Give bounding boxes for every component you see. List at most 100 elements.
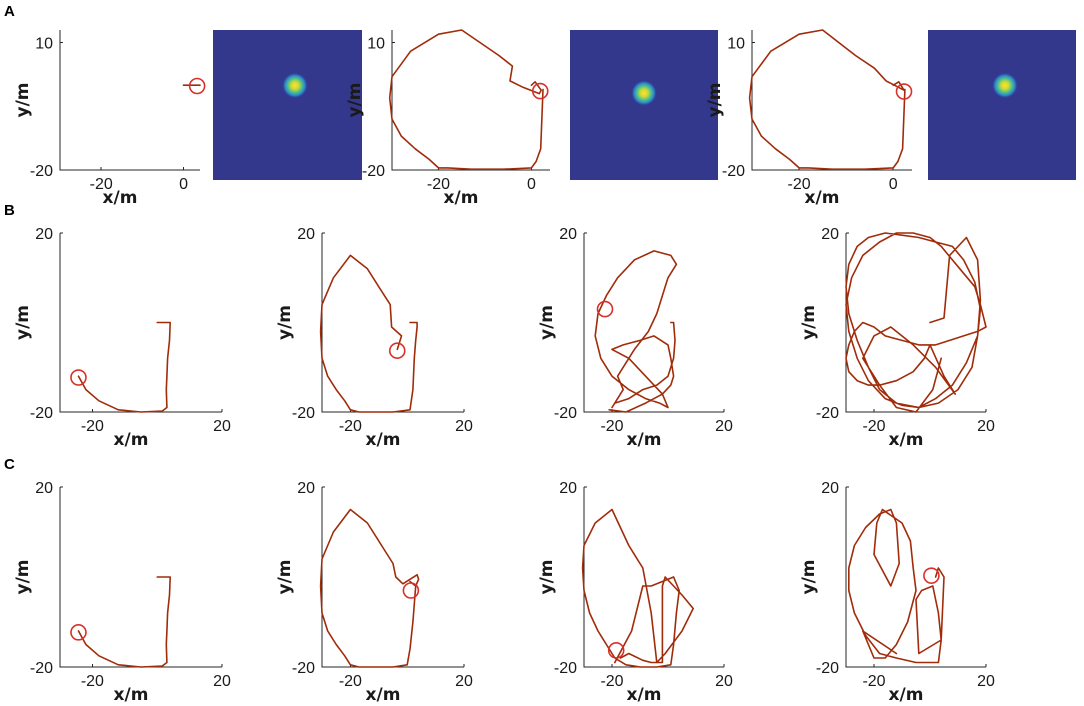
y-tick-label: 10 — [727, 36, 745, 53]
y-axis-label: y/m — [13, 305, 33, 340]
y-tick-label: -20 — [816, 660, 839, 677]
position-marker — [923, 567, 940, 584]
y-axis-label: y/m — [345, 82, 365, 117]
chart-a3: -20 010-20x/my/m — [705, 29, 913, 208]
x-axis-label: x/m — [114, 430, 149, 450]
y-tick-label: 20 — [35, 480, 53, 497]
chart-a2: -20 010-20x/my/m — [345, 29, 550, 208]
trajectory-line — [319, 508, 420, 668]
x-axis-label: x/m — [366, 685, 401, 705]
x-axis-label: x/m — [627, 685, 662, 705]
chart-a3h — [928, 30, 1076, 180]
y-tick-label: 20 — [559, 226, 577, 243]
heatmap-peak — [991, 72, 1018, 99]
y-axis-label: y/m — [275, 559, 295, 594]
axes — [321, 233, 464, 413]
trajectory-line — [319, 254, 418, 413]
position-marker — [70, 369, 87, 386]
y-tick-label: -20 — [554, 660, 577, 677]
position-marker — [596, 300, 614, 318]
x-tick-label: -20 — [427, 176, 450, 193]
chart-b1: -20 20 20 -20 x/m y/m — [13, 226, 231, 450]
x-axis-label: x/m — [627, 430, 662, 450]
x-tick-label: -20 — [600, 673, 623, 690]
y-tick-label: -20 — [554, 405, 577, 422]
position-marker — [531, 82, 549, 100]
heatmap-background — [213, 30, 362, 180]
x-axis-label: x/m — [889, 685, 924, 705]
chart-a1h — [213, 30, 362, 180]
x-tick-label: -20 — [600, 418, 623, 435]
trajectory-line — [845, 232, 987, 413]
y-tick-label: -20 — [362, 163, 385, 180]
x-tick-label: 20 — [977, 418, 995, 435]
x-tick-label: 20 — [715, 673, 733, 690]
x-tick-label: -20 — [862, 673, 885, 690]
y-tick-label: 10 — [35, 36, 53, 53]
y-axis-label: y/m — [275, 305, 295, 340]
y-axis-label: y/m — [13, 559, 33, 594]
position-marker — [188, 77, 206, 95]
y-axis-label: y/m — [537, 305, 557, 340]
position-marker — [402, 582, 420, 599]
trajectory-line — [388, 29, 544, 170]
x-axis-label: x/m — [114, 685, 149, 705]
y-axis-label: y/m — [799, 305, 819, 340]
y-tick-label: 10 — [367, 36, 385, 53]
y-axis-label: y/m — [537, 559, 557, 594]
heatmap-peak — [631, 80, 657, 106]
x-tick-label: -20 — [81, 673, 104, 690]
position-marker — [895, 83, 913, 100]
x-axis-label: x/m — [366, 430, 401, 450]
position-marker — [70, 624, 87, 641]
trajectory-line — [594, 250, 678, 413]
x-tick-label: 0 — [527, 176, 536, 193]
x-axis-label: x/m — [889, 430, 924, 450]
position-marker — [388, 342, 406, 359]
y-tick-label: -20 — [816, 405, 839, 422]
y-tick-label: -20 — [30, 163, 53, 180]
x-tick-label: -20 — [862, 418, 885, 435]
y-axis-label: y/m — [705, 82, 725, 117]
y-tick-label: 20 — [297, 480, 315, 497]
x-tick-label: 20 — [455, 418, 473, 435]
position-marker — [607, 642, 625, 659]
x-tick-label: 20 — [213, 673, 231, 690]
trajectory-line — [847, 508, 945, 664]
y-tick-label: -20 — [722, 163, 745, 180]
trajectory-line — [581, 508, 695, 668]
x-tick-label: 20 — [977, 673, 995, 690]
y-axis-label: y/m — [799, 559, 819, 594]
trajectory-line — [748, 29, 906, 170]
x-tick-label: -20 — [90, 176, 113, 193]
heatmap-background — [928, 30, 1076, 180]
y-tick-label: -20 — [292, 660, 315, 677]
x-axis-label: x/m — [444, 188, 479, 208]
y-tick-label: 20 — [821, 480, 839, 497]
y-tick-label: 20 — [297, 226, 315, 243]
x-tick-label: 0 — [179, 176, 188, 193]
y-tick-label: 20 — [821, 226, 839, 243]
x-axis-label: x/m — [103, 188, 138, 208]
y-axis-label: y/m — [13, 82, 33, 117]
x-tick-label: -20 — [339, 418, 362, 435]
chart-a1: -20 010-20x/my/m — [13, 30, 206, 208]
y-tick-label: -20 — [30, 405, 53, 422]
heatmap-peak — [281, 72, 308, 99]
y-tick-label: -20 — [292, 405, 315, 422]
y-tick-label: 20 — [35, 226, 53, 243]
x-tick-label: 20 — [213, 418, 231, 435]
panel-label-c: C — [4, 456, 15, 473]
x-tick-label: 20 — [715, 418, 733, 435]
chart-a2h — [570, 30, 718, 180]
y-tick-label: 20 — [559, 480, 577, 497]
x-tick-label: -20 — [339, 673, 362, 690]
panel-label-a: A — [4, 3, 15, 20]
axes — [321, 487, 464, 668]
